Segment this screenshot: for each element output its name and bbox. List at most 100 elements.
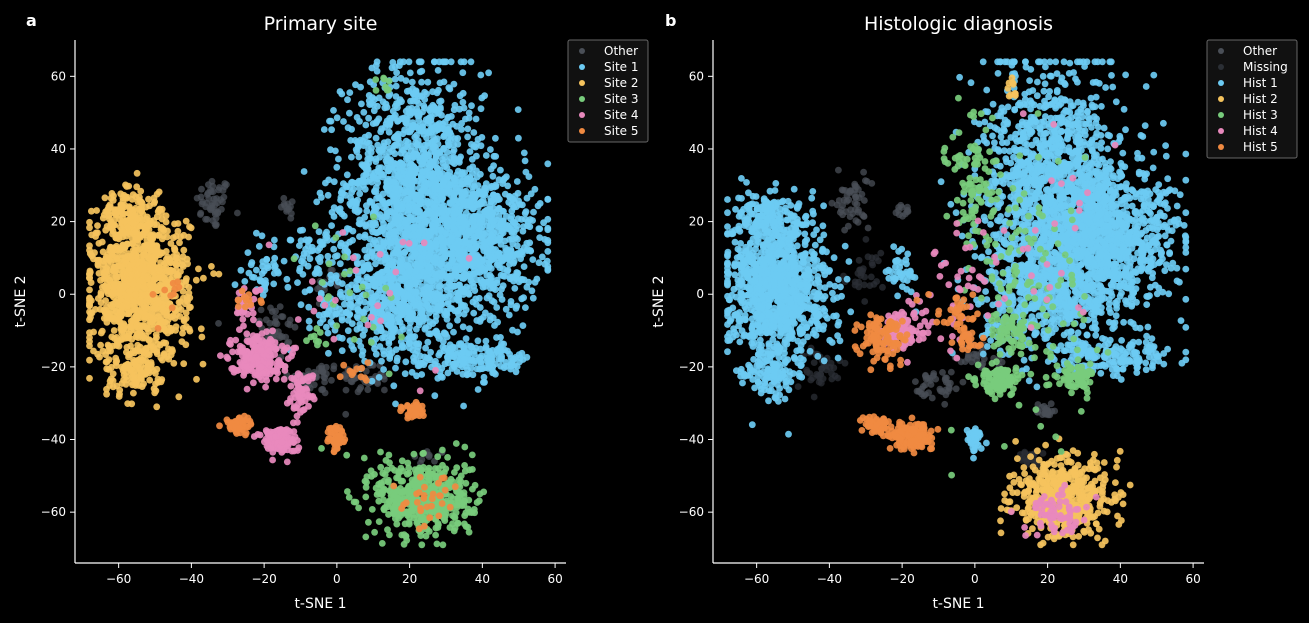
data-point <box>427 243 435 251</box>
data-point <box>450 353 458 361</box>
data-point <box>541 236 549 243</box>
data-point <box>350 346 357 353</box>
data-point <box>437 105 444 113</box>
data-point <box>144 249 151 257</box>
data-point <box>449 120 457 128</box>
data-point <box>330 178 338 186</box>
data-point <box>430 133 437 141</box>
data-point <box>338 334 346 342</box>
data-point <box>411 147 419 155</box>
scatter-points <box>86 58 552 549</box>
data-point <box>387 323 395 330</box>
data-point <box>466 165 474 173</box>
data-point <box>381 104 389 112</box>
data-point <box>530 208 537 216</box>
data-point <box>511 198 518 206</box>
data-point <box>395 221 402 228</box>
data-point <box>501 253 509 261</box>
data-point <box>357 342 365 350</box>
data-point <box>455 281 463 289</box>
data-point <box>434 168 442 176</box>
data-point <box>380 273 387 281</box>
data-point <box>469 485 476 493</box>
data-point <box>324 329 332 337</box>
data-point <box>390 382 398 390</box>
data-point <box>346 109 353 117</box>
data-point <box>445 141 452 149</box>
data-point <box>172 323 180 330</box>
data-point <box>117 201 125 209</box>
data-point <box>437 97 445 105</box>
data-point <box>346 89 354 96</box>
data-point <box>483 294 491 302</box>
data-point <box>438 206 446 214</box>
data-point <box>477 142 485 150</box>
data-point <box>396 318 404 326</box>
data-point <box>434 303 442 311</box>
data-point <box>496 261 503 269</box>
data-point <box>134 341 142 349</box>
data-point <box>366 78 374 86</box>
data-point <box>499 180 506 188</box>
data-point <box>391 160 398 167</box>
data-point <box>384 138 392 146</box>
data-point <box>482 343 490 351</box>
data-point <box>451 160 458 168</box>
data-point <box>469 271 477 278</box>
data-point <box>385 92 393 100</box>
data-point <box>408 78 416 86</box>
data-point <box>99 248 107 256</box>
data-point <box>441 118 449 126</box>
data-point <box>477 315 485 323</box>
data-point <box>388 64 396 72</box>
data-point <box>415 340 423 348</box>
data-point <box>384 235 392 243</box>
data-point <box>132 228 140 236</box>
data-point <box>381 471 389 478</box>
data-point <box>435 86 442 94</box>
data-point <box>434 149 441 157</box>
data-point <box>412 301 419 309</box>
data-point <box>432 254 440 262</box>
data-point <box>86 334 93 341</box>
data-point <box>520 149 528 157</box>
data-point <box>432 182 439 190</box>
data-point <box>437 373 445 380</box>
data-point <box>442 174 450 182</box>
data-point <box>382 201 390 208</box>
data-point <box>465 350 473 357</box>
data-point <box>509 326 516 334</box>
data-point <box>466 148 474 156</box>
data-point <box>328 222 335 230</box>
data-point <box>473 167 480 175</box>
data-point <box>316 238 324 246</box>
data-point <box>522 168 530 176</box>
data-point <box>367 148 375 156</box>
data-point <box>483 246 491 254</box>
data-point <box>490 298 498 306</box>
data-point <box>418 78 425 86</box>
data-point <box>391 283 399 291</box>
data-point <box>241 278 249 285</box>
data-point <box>103 365 111 373</box>
data-point <box>520 244 528 251</box>
data-point <box>336 260 344 268</box>
data-point <box>362 160 370 168</box>
data-point <box>153 250 161 258</box>
data-point <box>512 304 520 312</box>
data-point <box>412 279 420 287</box>
data-point <box>432 106 439 114</box>
data-point <box>405 159 413 167</box>
data-point <box>481 266 489 274</box>
data-point <box>477 71 485 79</box>
data-point <box>372 184 380 191</box>
data-point <box>306 255 314 263</box>
data-point <box>90 347 97 355</box>
data-point <box>521 209 529 217</box>
data-point <box>431 392 439 400</box>
data-point <box>304 262 312 270</box>
data-point <box>98 327 106 335</box>
data-point <box>416 313 424 320</box>
data-point <box>385 346 393 353</box>
data-point <box>95 240 103 247</box>
